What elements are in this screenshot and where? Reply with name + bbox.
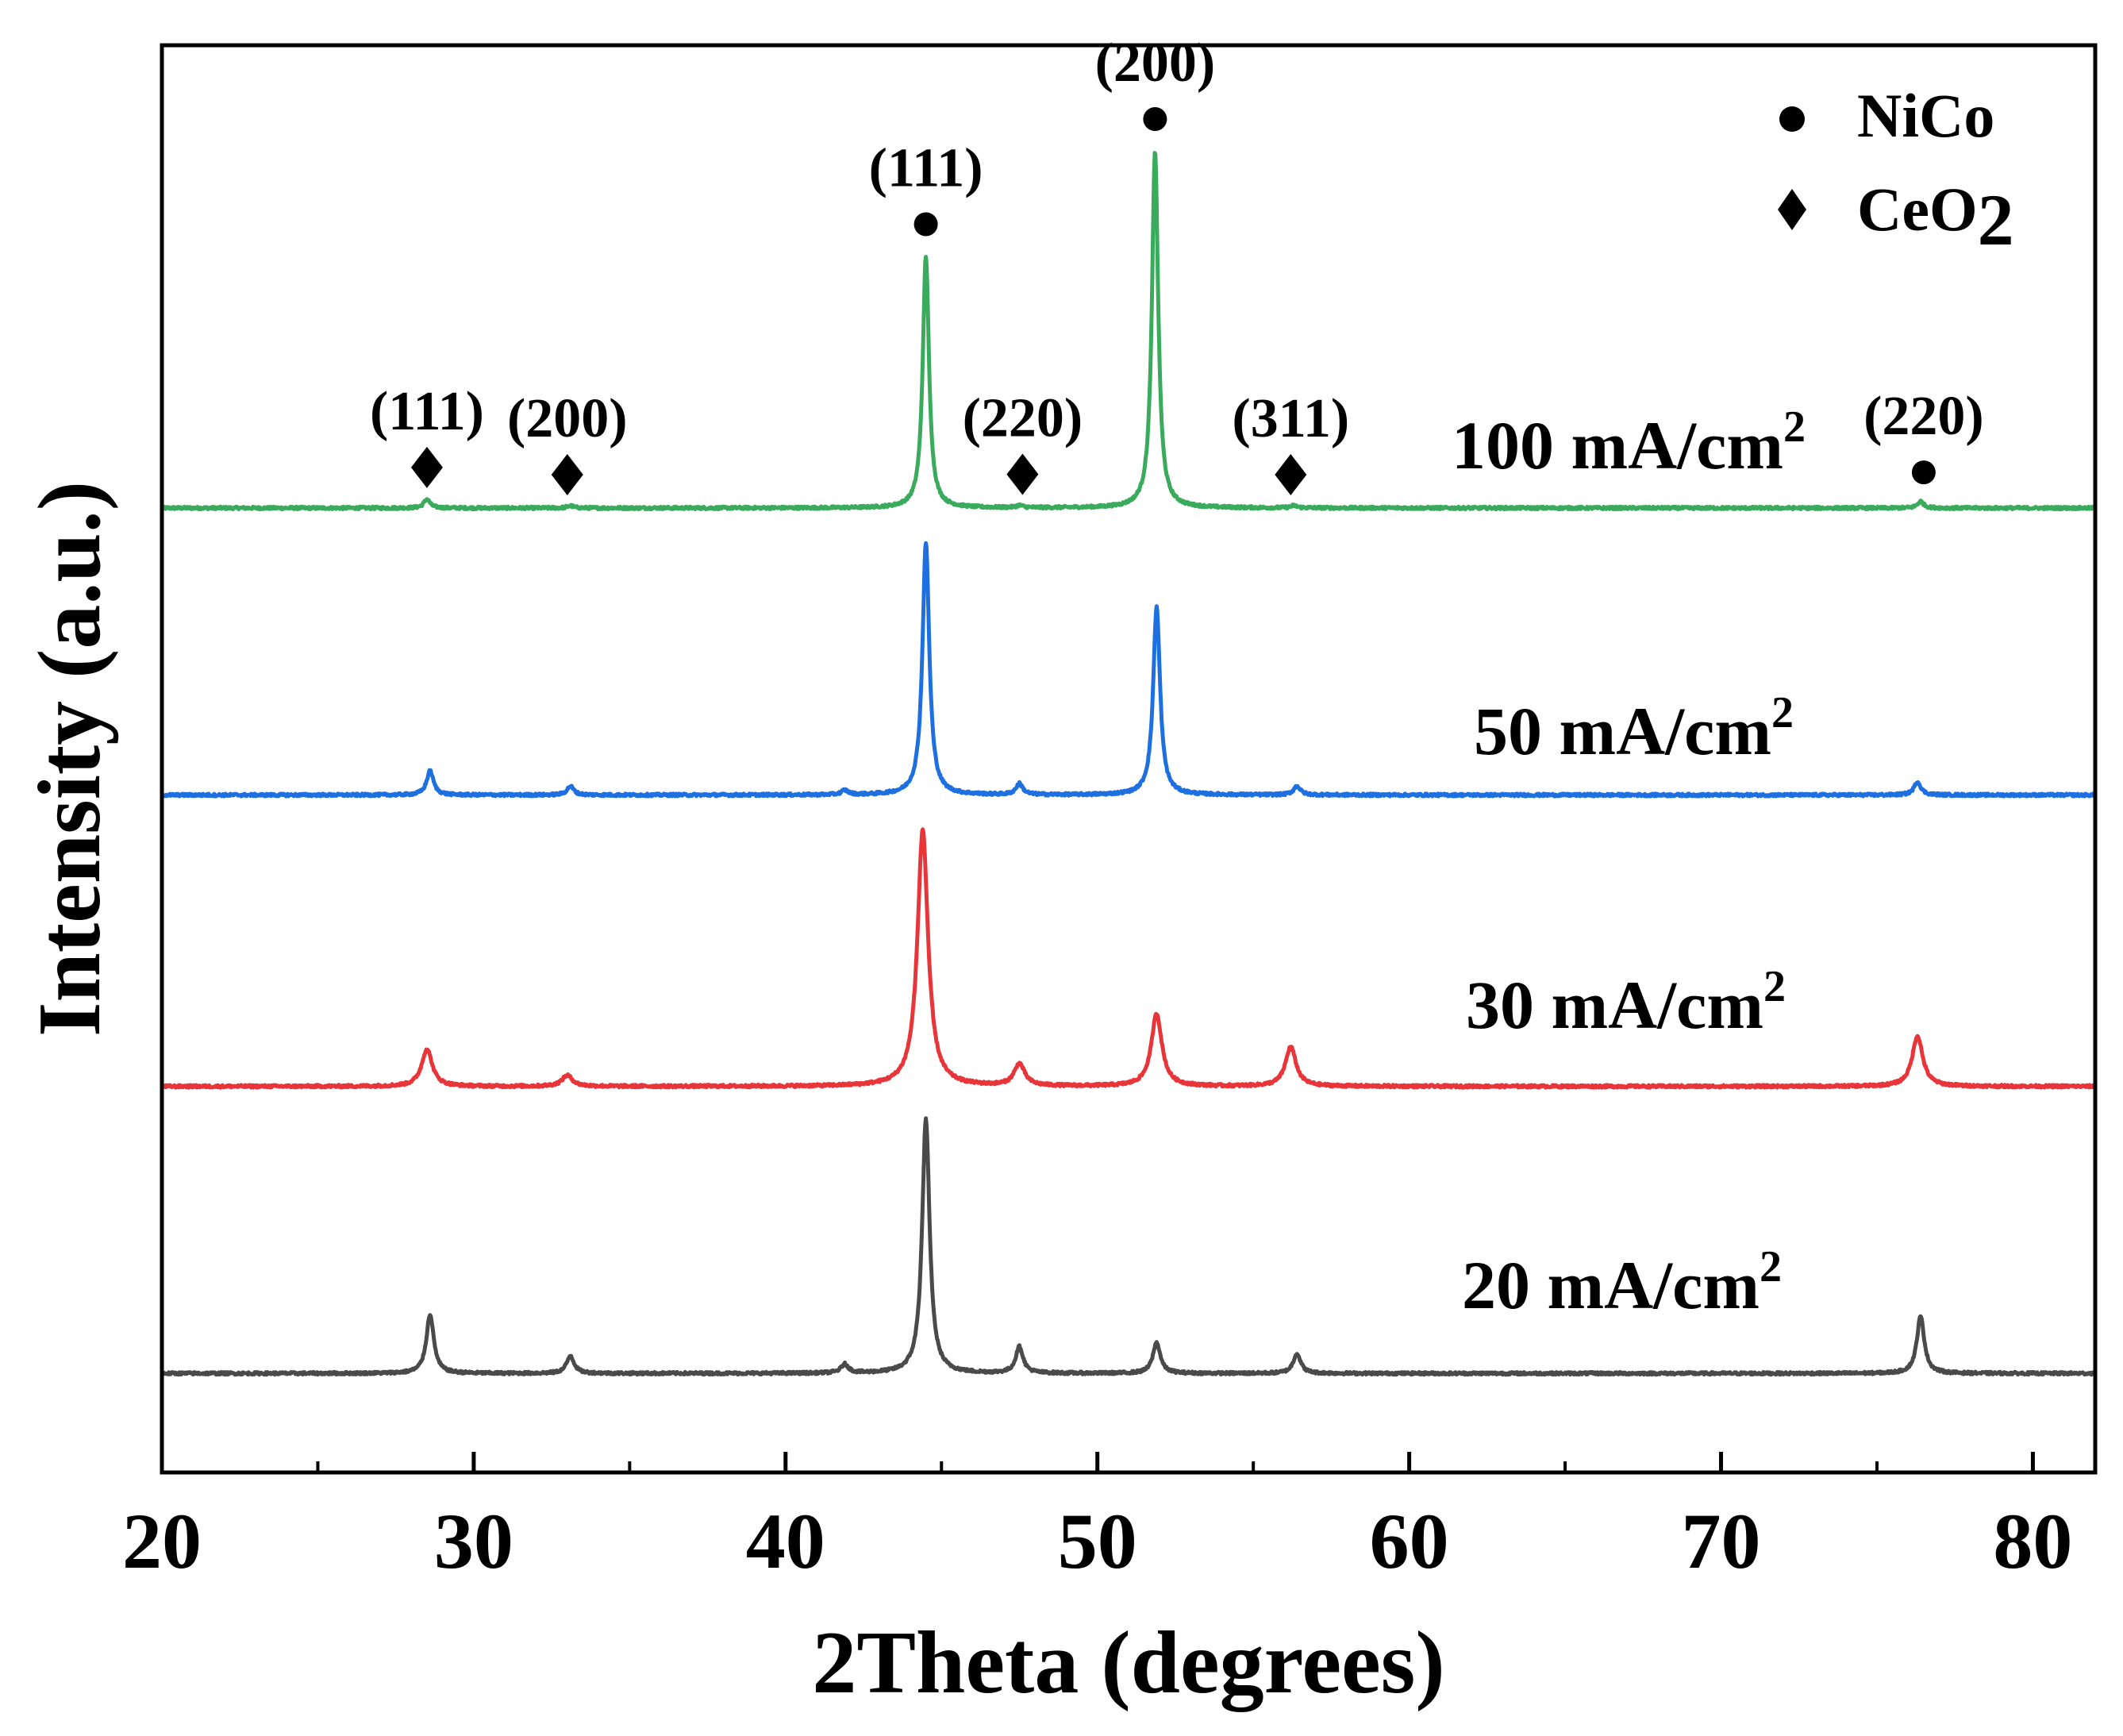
legend-ceo2-label: CeO2 xyxy=(1857,175,2014,260)
x-axis-label: 2Theta (degrees) xyxy=(812,1614,1444,1712)
x-tick-label: 70 xyxy=(1682,1497,1761,1585)
series-line-4 xyxy=(160,1116,2097,1377)
x-tick-label: 80 xyxy=(1993,1497,2072,1585)
x-tick-label: 40 xyxy=(746,1497,825,1585)
x-tick-label: 20 xyxy=(122,1497,202,1585)
legend-nico-marker xyxy=(1779,106,1805,132)
ceo2-peak-marker xyxy=(551,454,583,495)
series-label-1: 100 mA/cm2 xyxy=(1452,402,1806,483)
series-line-3 xyxy=(160,827,2098,1090)
peak-index-label: (220) xyxy=(963,388,1083,449)
peak-index-label: (220) xyxy=(1863,386,1984,447)
series-label-2: 50 mA/cm2 xyxy=(1474,688,1794,769)
peak-index-label: (111) xyxy=(869,137,983,198)
series-label-4: 20 mA/cm2 xyxy=(1462,1242,1782,1323)
series-labels: 100 mA/cm2 50 mA/cm2 30 mA/cm2 20 mA/cm2 xyxy=(1452,402,1806,1323)
legend-ceo2-subscript: 2 xyxy=(1978,179,2014,260)
series-line-2 xyxy=(160,541,2098,799)
y-axis-label: Intensity (a.u.) xyxy=(21,481,119,1037)
peak-index-label: (111) xyxy=(370,381,484,442)
x-tick-label: 30 xyxy=(434,1497,513,1585)
legend-ceo2-marker xyxy=(1778,189,1806,230)
plot-layer xyxy=(160,151,2098,1377)
peak-index-label: (311) xyxy=(1232,388,1349,449)
peak-index-label: (200) xyxy=(1095,33,1216,94)
x-axis-ticks: 20 30 40 50 60 70 80 xyxy=(122,1452,2072,1585)
legend: NiCo CeO2 xyxy=(1778,81,2014,260)
peak-index-label: (200) xyxy=(507,388,628,449)
legend-nico-label: NiCo xyxy=(1857,81,1994,150)
x-tick-label: 50 xyxy=(1058,1497,1137,1585)
legend-ceo2-main: CeO xyxy=(1857,175,1978,244)
nico-peak-marker xyxy=(1143,107,1167,132)
ceo2-peak-marker xyxy=(1275,453,1307,495)
nico-peak-marker xyxy=(1911,460,1936,485)
nico-peak-marker xyxy=(913,212,938,237)
ceo2-peak-marker xyxy=(1006,453,1039,495)
series-label-3: 30 mA/cm2 xyxy=(1466,962,1786,1043)
plot-frame xyxy=(160,43,2098,1475)
ceo2-peak-marker xyxy=(410,446,443,488)
x-tick-label: 60 xyxy=(1370,1497,1449,1585)
series-line-1 xyxy=(160,151,2098,512)
peak-annotations: (111) (200) (111) (220) (200) (311) (220) xyxy=(370,33,1984,495)
